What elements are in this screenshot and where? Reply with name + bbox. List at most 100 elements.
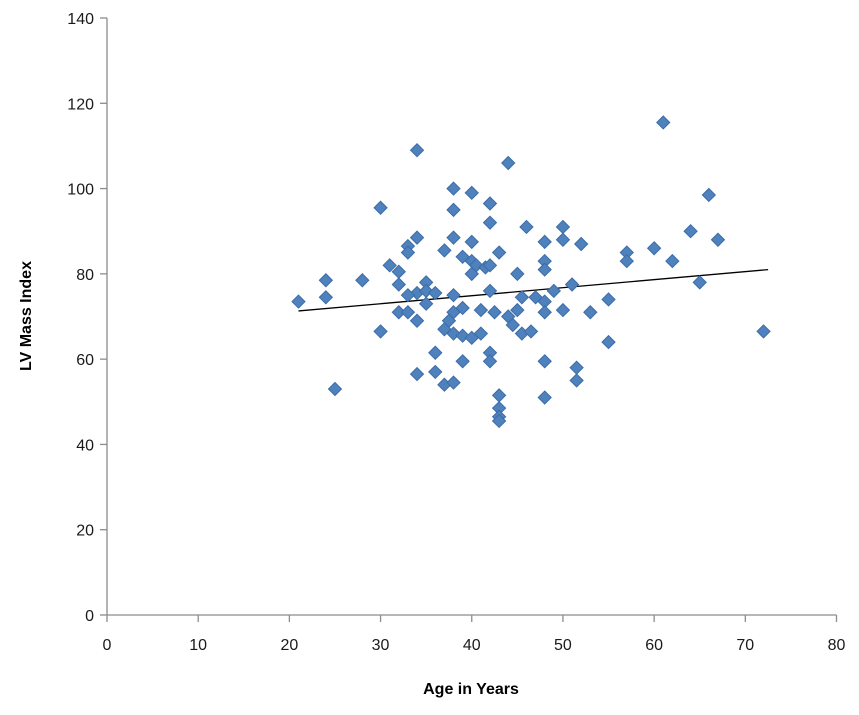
- data-point-marker: [428, 285, 443, 301]
- data-point-marker: [555, 232, 571, 247]
- data-point-marker: [400, 305, 416, 320]
- data-point-marker: [409, 313, 425, 328]
- data-point-marker: [409, 142, 425, 158]
- data-point-marker: [569, 373, 584, 388]
- data-point-marker: [537, 234, 552, 250]
- data-point-marker: [482, 258, 498, 273]
- x-tick-label: 30: [372, 637, 390, 654]
- data-point-marker: [464, 234, 479, 250]
- data-point-marker: [409, 366, 425, 382]
- data-point-marker: [519, 219, 534, 235]
- x-tick-label: 60: [645, 637, 663, 654]
- data-point-marker: [428, 345, 443, 360]
- data-point-marker: [482, 283, 498, 299]
- data-point-marker: [656, 115, 671, 130]
- data-point-marker: [446, 181, 461, 196]
- x-tick-label: 0: [103, 637, 112, 654]
- data-point-marker: [619, 253, 634, 269]
- data-point-marker: [583, 305, 598, 320]
- data-point-marker: [569, 360, 584, 375]
- data-point-marker: [446, 287, 461, 303]
- data-point-marker: [683, 224, 698, 239]
- data-point-marker: [373, 200, 388, 215]
- data-point-marker: [505, 317, 520, 333]
- x-tick-label: 80: [828, 637, 846, 654]
- x-tick-label: 10: [189, 637, 207, 654]
- data-point-marker: [482, 196, 498, 211]
- data-points-layer: [291, 115, 771, 429]
- data-point-marker: [473, 302, 489, 318]
- data-point-marker: [510, 266, 525, 282]
- data-point-marker: [555, 219, 571, 235]
- data-point-marker: [546, 283, 562, 299]
- data-point-marker: [318, 273, 334, 288]
- data-point-marker: [318, 290, 334, 305]
- y-axis-title: LV Mass Index: [18, 261, 35, 371]
- data-point-marker: [455, 354, 470, 369]
- data-point-marker: [501, 155, 516, 171]
- data-point-marker: [491, 413, 507, 429]
- x-tick-label: 20: [280, 637, 298, 654]
- x-axis-title: Age in Years: [423, 681, 519, 698]
- data-point-marker: [646, 241, 662, 256]
- y-tick-label: 0: [85, 608, 94, 625]
- data-point-marker: [491, 388, 507, 403]
- data-point-marker: [418, 296, 434, 311]
- y-tick-label: 40: [76, 437, 94, 454]
- y-tick-label: 20: [76, 523, 94, 540]
- data-point-marker: [555, 302, 571, 318]
- axes: [106, 18, 837, 616]
- y-tick-label: 100: [67, 182, 94, 199]
- data-point-marker: [564, 277, 580, 292]
- axis-ticks: 0 10 20 30 40 50 60 70 80 0 20 40 60 80 100 120 140: [67, 11, 845, 654]
- data-point-marker: [391, 277, 407, 292]
- data-point-marker: [409, 230, 425, 245]
- data-point-marker: [400, 245, 416, 260]
- y-tick-label: 120: [67, 96, 94, 113]
- data-point-marker: [487, 305, 502, 320]
- data-point-marker: [473, 326, 489, 341]
- data-point-marker: [537, 390, 552, 405]
- data-point-marker: [446, 375, 461, 390]
- data-point-marker: [756, 324, 771, 339]
- trendline-layer: [298, 268, 769, 312]
- data-point-marker: [446, 230, 461, 245]
- data-point-marker: [528, 290, 543, 305]
- data-point-marker: [291, 294, 306, 309]
- data-point-marker: [537, 262, 552, 277]
- x-tick-label: 70: [736, 637, 754, 654]
- data-point-marker: [355, 273, 370, 288]
- y-tick-label: 60: [76, 352, 94, 369]
- data-point-marker: [482, 354, 498, 369]
- data-point-marker: [446, 326, 461, 341]
- data-point-marker: [601, 292, 616, 307]
- data-point-marker: [437, 243, 452, 258]
- data-point-marker: [510, 302, 525, 318]
- x-tick-label: 50: [554, 637, 572, 654]
- data-point-marker: [327, 381, 343, 397]
- data-point-marker: [400, 287, 416, 303]
- x-tick-label: 40: [463, 637, 481, 654]
- data-point-marker: [464, 185, 479, 201]
- data-point-marker: [464, 266, 479, 282]
- data-point-marker: [573, 236, 589, 252]
- data-point-marker: [428, 364, 443, 380]
- data-point-marker: [482, 215, 498, 230]
- data-point-marker: [710, 232, 726, 247]
- data-point-marker: [491, 245, 507, 260]
- data-point-marker: [446, 202, 461, 218]
- data-point-marker: [537, 354, 552, 369]
- trendline: [298, 268, 769, 312]
- data-point-marker: [373, 324, 388, 339]
- y-tick-label: 80: [76, 267, 94, 284]
- data-point-marker: [692, 275, 707, 290]
- data-point-marker: [523, 324, 539, 339]
- data-point-marker: [437, 322, 452, 337]
- data-point-marker: [382, 258, 397, 273]
- data-point-marker: [601, 334, 616, 350]
- data-point-marker: [514, 290, 530, 305]
- y-tick-label: 140: [67, 11, 94, 28]
- data-point-marker: [701, 187, 717, 203]
